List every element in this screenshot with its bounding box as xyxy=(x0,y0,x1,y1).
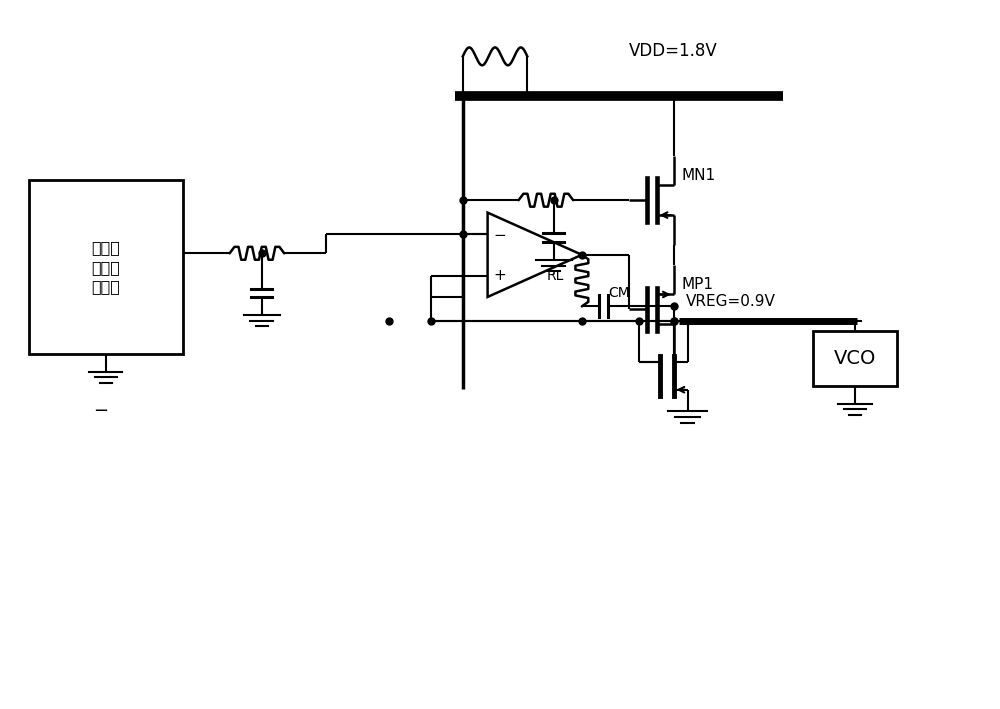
Text: RL: RL xyxy=(547,269,564,283)
Text: MN1: MN1 xyxy=(682,168,716,183)
FancyBboxPatch shape xyxy=(29,180,183,354)
Text: MP1: MP1 xyxy=(682,277,714,292)
Text: 带隙基
准电压
产生器: 带隙基 准电压 产生器 xyxy=(91,240,120,294)
Text: VDD=1.8V: VDD=1.8V xyxy=(629,43,718,60)
Text: $+$: $+$ xyxy=(493,269,506,284)
Text: $-$: $-$ xyxy=(93,400,108,418)
Text: VREG=0.9V: VREG=0.9V xyxy=(686,294,775,309)
Text: CM: CM xyxy=(609,286,630,301)
FancyBboxPatch shape xyxy=(813,331,897,386)
Text: VCO: VCO xyxy=(834,349,876,368)
Text: $-$: $-$ xyxy=(493,226,506,241)
